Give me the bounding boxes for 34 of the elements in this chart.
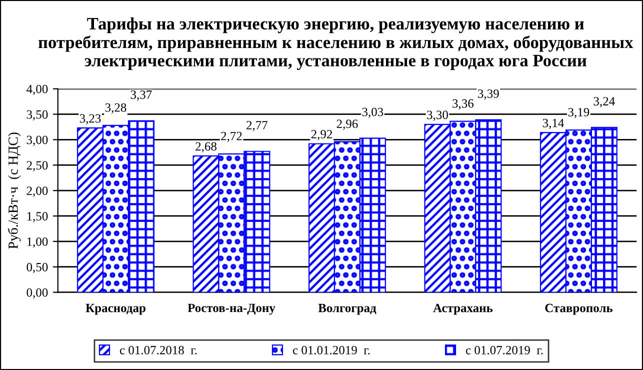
y-tick-label: 2,50 — [26, 161, 48, 172]
data-label: 3,36 — [452, 99, 474, 110]
y-tick-label: 4,00 — [26, 84, 48, 96]
legend-label: с 01.07.2019 г. — [466, 346, 543, 354]
data-label: 3,23 — [80, 114, 101, 124]
data-label: 3,37 — [130, 90, 152, 101]
x-tick-label: Краснодар — [86, 304, 146, 315]
data-label: 3,28 — [105, 103, 126, 114]
x-tick-label: Ростов-на-Дону — [188, 304, 276, 315]
x-tick-label: Волгоград — [318, 304, 376, 315]
y-tick-label: 1,00 — [27, 237, 48, 248]
data-label: 2,68 — [196, 142, 216, 152]
data-label: 2,92 — [311, 130, 332, 140]
y-tick-label: 0,00 — [26, 288, 48, 299]
data-label: 3,03 — [362, 108, 384, 118]
x-tick-label: Астрахань — [433, 304, 493, 315]
data-label: 3,14 — [542, 118, 564, 130]
data-label: 2,77 — [246, 120, 268, 132]
chart-title: Тарифы на электрическую энергию, реализуемую населению и потребителям, приравненным к населению в жилых домах, оборудованных электрическими плитами, установленные в городах юга России — [38, 17, 634, 70]
y-axis-title: Руб./кВт·ч (с НДС) — [8, 132, 21, 249]
data-label: 2,96 — [336, 120, 358, 130]
data-label: 3,39 — [478, 89, 499, 100]
y-tick-label: 0,50 — [26, 262, 48, 274]
y-tick-label: 1,50 — [27, 212, 48, 222]
data-label: 3,30 — [427, 110, 448, 121]
data-label: 3,24 — [594, 97, 615, 108]
y-tick-label: 3,50 — [26, 110, 48, 120]
y-tick-label: 2,00 — [26, 186, 48, 197]
data-label: 3,19 — [568, 108, 590, 118]
legend-label: с 01.01.2019 г. — [292, 346, 370, 354]
data-label: 2,72 — [221, 132, 242, 142]
legend-label: с 01.07.2018 г. — [120, 346, 197, 354]
y-tick-label: 3,00 — [26, 136, 48, 146]
x-tick-label: Ставрополь — [545, 304, 613, 315]
